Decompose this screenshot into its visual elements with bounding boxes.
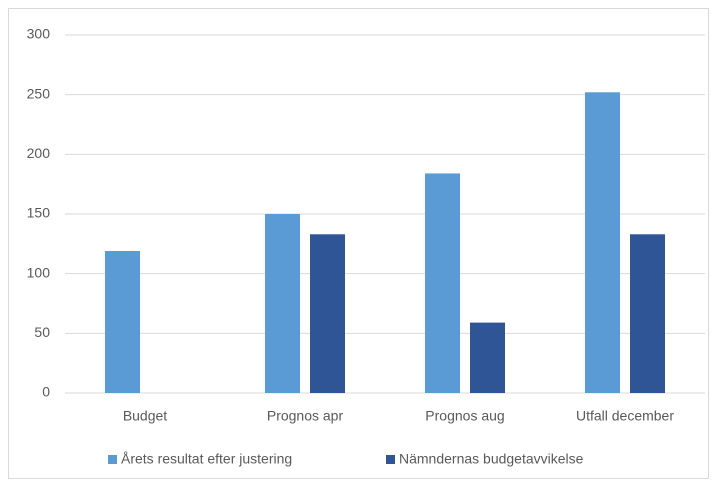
bar bbox=[425, 173, 460, 393]
x-tick-label: Budget bbox=[123, 408, 167, 424]
y-tick-label: 300 bbox=[27, 26, 51, 42]
bar bbox=[585, 92, 620, 393]
y-tick-label: 100 bbox=[27, 264, 51, 280]
x-tick-label: Prognos aug bbox=[425, 408, 504, 424]
bar bbox=[105, 250, 140, 393]
bar bbox=[470, 322, 505, 393]
legend-swatch bbox=[386, 455, 395, 464]
y-tick-label: 50 bbox=[34, 324, 50, 340]
legend-swatch bbox=[108, 455, 117, 464]
bar bbox=[630, 234, 665, 393]
x-tick-label: Utfall december bbox=[576, 408, 674, 424]
y-tick-label: 250 bbox=[27, 85, 51, 101]
bar bbox=[310, 234, 345, 393]
y-tick-label: 200 bbox=[27, 145, 51, 161]
legend-label: Årets resultat efter justering bbox=[121, 451, 292, 467]
y-tick-label: 150 bbox=[27, 205, 51, 221]
bar bbox=[265, 214, 300, 393]
y-tick-label: 0 bbox=[42, 384, 50, 400]
x-tick-label: Prognos apr bbox=[267, 408, 344, 424]
legend-label: Nämndernas budgetavvikelse bbox=[399, 451, 584, 467]
